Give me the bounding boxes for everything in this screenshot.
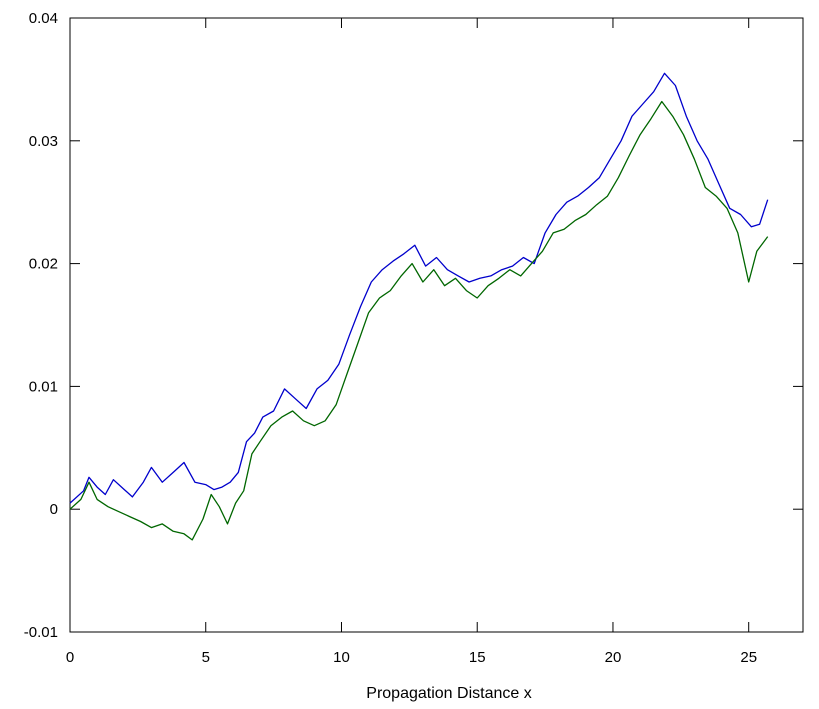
series-group [69,72,769,541]
y-tick-label: 0.02 [29,256,58,273]
y-tick-label: 0.03 [29,133,58,150]
series-line-1 [69,72,769,504]
y-tick-label: 0 [50,501,58,518]
x-tick-label: 0 [66,649,74,666]
x-axis-title: Propagation Distance x [366,685,531,702]
x-tick-label: 15 [469,649,486,666]
x-tick-label: 10 [333,649,350,666]
x-tick-label: 20 [605,649,622,666]
y-tick-label: -0.01 [24,624,58,641]
x-tick-label: 25 [740,649,757,666]
series-line-2 [69,100,769,541]
x-tick-labels: 0 5 10 15 20 25 [66,649,757,666]
y-tick-labels: -0.01 0 0.01 0.02 0.03 0.04 [24,10,58,641]
y-tick-label: 0.01 [29,378,58,395]
plot-frame [69,17,804,633]
tick-marks [69,17,803,633]
y-tick-label: 0.04 [29,10,58,27]
x-tick-label: 5 [202,649,210,666]
